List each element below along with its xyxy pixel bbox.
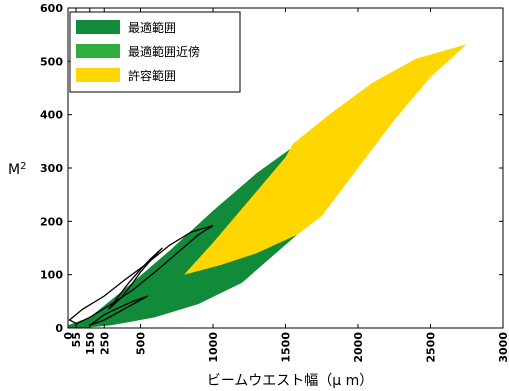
legend-swatch (76, 68, 120, 82)
y-axis-title: M2 (8, 161, 26, 178)
x-tick-label: 2000 (352, 332, 365, 363)
x-tick-label: 250 (98, 332, 111, 355)
outline-region-3 (108, 247, 163, 310)
y-tick-label: 400 (40, 109, 63, 122)
legend-label: 最適範囲近傍 (128, 44, 200, 59)
y-tick-label: 100 (40, 269, 63, 282)
plot-area (68, 8, 503, 328)
y-tick-label: 500 (40, 55, 63, 68)
x-axis-title: ビームウエスト幅（μ m） (207, 373, 374, 389)
y-tick-label: 200 (40, 215, 63, 228)
y-tick-label: 0 (55, 322, 63, 335)
x-tick-label: 0 (62, 332, 75, 340)
x-tick-label: 150 (84, 332, 97, 355)
x-tick-label: 1000 (207, 332, 220, 363)
y-axis-title-sup: 2 (20, 161, 26, 172)
legend-swatch (76, 20, 120, 34)
outline-region-1 (68, 224, 214, 325)
legend-label: 最適範囲 (128, 20, 176, 35)
x-tick-label: 1500 (280, 332, 293, 363)
x-tick-label: 500 (135, 332, 148, 355)
legend-label: 許容範囲 (128, 68, 176, 83)
x-tick-label: 2500 (425, 332, 438, 363)
x-tick-label: 55 (70, 332, 83, 347)
legend-swatch (76, 44, 120, 58)
series-allowable-region (184, 44, 467, 275)
x-tick-label: 3000 (497, 332, 509, 363)
series-optimal-region (68, 144, 298, 328)
y-tick-label: 600 (40, 2, 63, 15)
outline-region-2 (89, 295, 149, 326)
y-tick-label: 300 (40, 162, 63, 175)
y-axis-title-base: M (8, 162, 20, 178)
